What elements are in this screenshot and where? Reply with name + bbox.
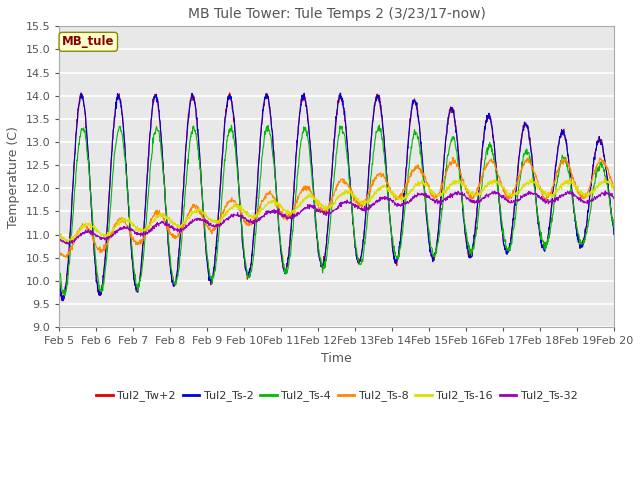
X-axis label: Time: Time (321, 352, 352, 365)
Title: MB Tule Tower: Tule Temps 2 (3/23/17-now): MB Tule Tower: Tule Temps 2 (3/23/17-now… (188, 7, 486, 21)
Y-axis label: Temperature (C): Temperature (C) (7, 126, 20, 228)
Legend: Tul2_Tw+2, Tul2_Ts-2, Tul2_Ts-4, Tul2_Ts-8, Tul2_Ts-16, Tul2_Ts-32: Tul2_Tw+2, Tul2_Ts-2, Tul2_Ts-4, Tul2_Ts… (92, 386, 582, 406)
Text: MB_tule: MB_tule (62, 36, 115, 48)
